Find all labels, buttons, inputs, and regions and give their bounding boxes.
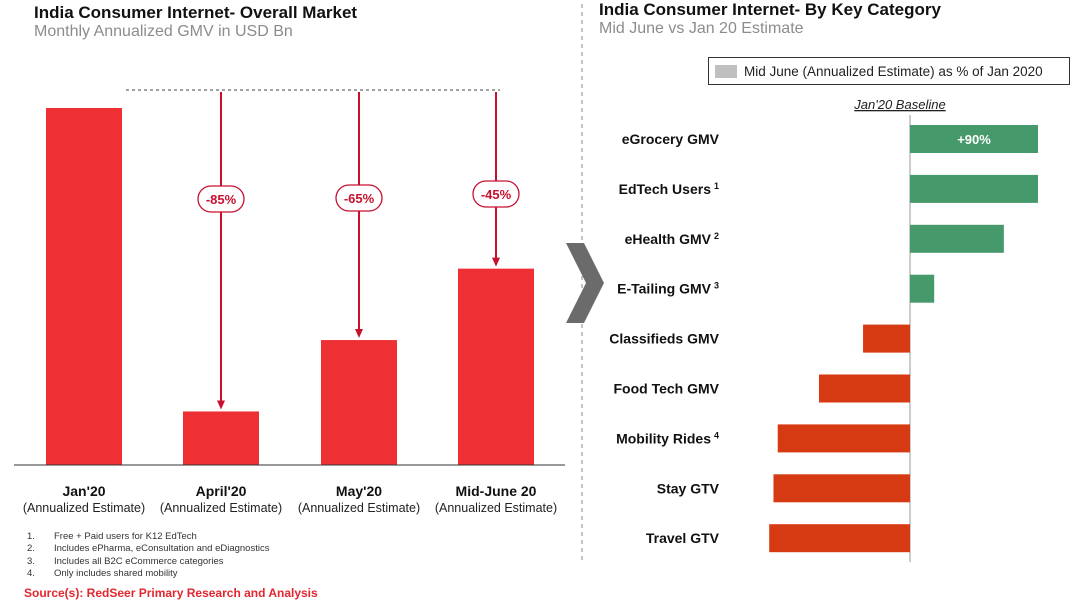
decline-label: -45% xyxy=(481,187,512,202)
legend-swatch xyxy=(715,64,737,78)
category-label: eGrocery GMV xyxy=(622,131,720,147)
footnote-item: 2. Includes ePharma, eConsultation and eD… xyxy=(27,543,270,555)
left-chart-title: India Consumer Internet- Overall Market xyxy=(34,3,358,22)
x-tick-label: Jan'20 xyxy=(62,483,105,499)
footnote-item: 1. Free + Paid users for K12 EdTech xyxy=(27,531,197,542)
bar-edtech-users xyxy=(910,174,1038,203)
x-tick-sublabel: (Annualized Estimate) xyxy=(160,501,282,515)
category-label: eHealth GMV 2 xyxy=(625,231,719,247)
bar-stay-gtv xyxy=(773,474,910,503)
arrow-head-icon xyxy=(217,400,225,410)
legend-label: Mid June (Annualized Estimate) as % of J… xyxy=(744,63,1043,79)
bar-mid-june-20 xyxy=(458,268,534,465)
bar-mobility-rides xyxy=(777,424,910,453)
arrow-head-icon xyxy=(355,329,363,339)
x-tick-sublabel: (Annualized Estimate) xyxy=(435,501,557,515)
category-label: Stay GTV xyxy=(657,480,720,496)
bar-may-20 xyxy=(321,340,397,465)
chevron-right-icon xyxy=(566,243,604,323)
decline-label: -65% xyxy=(344,191,375,206)
bar-april-20 xyxy=(183,411,259,465)
x-tick-sublabel: (Annualized Estimate) xyxy=(298,501,420,515)
category-label: Travel GTV xyxy=(646,530,720,546)
decline-label: -85% xyxy=(206,192,237,207)
left-chart-subtitle: Monthly Annualized GMV in USD Bn xyxy=(34,23,293,40)
bar-jan-20 xyxy=(46,108,122,465)
category-label: Classifieds GMV xyxy=(609,331,719,347)
decline-pill xyxy=(197,185,245,213)
right-bar-chart: Jan'20 Baseline eGrocery GMV +90% EdTech Us… xyxy=(609,97,1038,562)
decline-pill xyxy=(335,184,383,212)
right-chart-title: India Consumer Internet- By Key Category xyxy=(599,0,941,19)
category-label: E-Tailing GMV 3 xyxy=(617,281,719,297)
arrow-head-icon xyxy=(492,257,500,267)
decline-pill xyxy=(472,180,520,208)
left-bar-chart: Jan'20 (Annualized Estimate) April'20 (Annu… xyxy=(14,89,565,515)
category-label: Food Tech GMV xyxy=(613,381,719,397)
bar-food-tech-gmv xyxy=(818,374,910,403)
x-tick-label: Mid-June 20 xyxy=(456,483,537,499)
bar-classifieds-gmv xyxy=(863,324,910,353)
bar-ehealth-gmv xyxy=(910,224,1004,253)
category-label: EdTech Users 1 xyxy=(619,181,719,197)
footnotes: 1. Free + Paid users for K12 EdTech 2. Inc… xyxy=(27,531,269,580)
right-chart-subtitle: Mid June vs Jan 20 Estimate xyxy=(599,20,804,37)
bar-travel-gtv xyxy=(769,524,910,553)
bar-data-label: +90% xyxy=(957,132,991,147)
chart-legend: Mid June (Annualized Estimate) as % of J… xyxy=(708,57,1070,85)
bar-e-tailing-gmv xyxy=(910,274,935,303)
footnote-item: 4. Only includes shared mobility xyxy=(27,567,178,579)
x-tick-label: May'20 xyxy=(336,483,382,499)
footnote-item: 3. Includes all B2C eCommerce categories xyxy=(27,555,224,567)
source-note: Source(s): RedSeer Primary Research and … xyxy=(24,586,318,600)
x-tick-sublabel: (Annualized Estimate) xyxy=(23,501,145,515)
baseline-label: Jan'20 Baseline xyxy=(853,97,945,112)
x-tick-label: April'20 xyxy=(196,483,247,499)
bar-egrocery-gmv xyxy=(910,125,1038,153)
category-label: Mobility Rides 4 xyxy=(616,430,719,446)
